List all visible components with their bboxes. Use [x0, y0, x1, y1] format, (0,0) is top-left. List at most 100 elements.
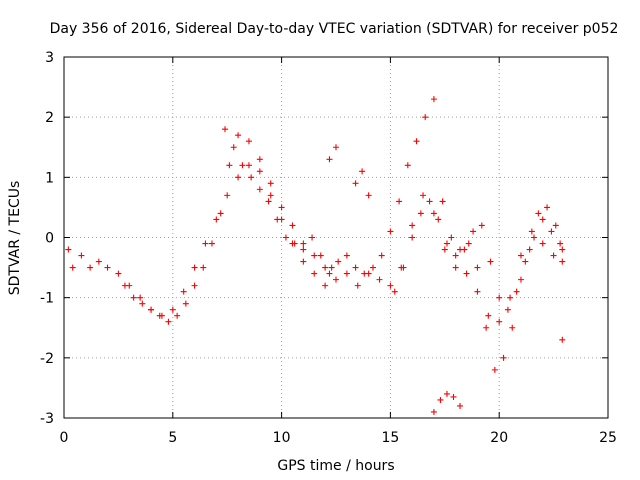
data-point [69, 264, 76, 271]
data-point [139, 300, 146, 307]
data-point [95, 258, 102, 265]
data-point [430, 408, 437, 415]
data-point [333, 276, 339, 283]
data-point [463, 270, 470, 277]
data-point [300, 240, 307, 247]
data-point [274, 216, 281, 223]
grid-lines [64, 57, 608, 418]
data-point [191, 282, 198, 289]
data-point [559, 246, 566, 253]
y-tick-label: -3 [40, 411, 54, 427]
data-point [378, 252, 385, 259]
data-point [169, 306, 176, 313]
data-point [278, 204, 285, 211]
data-point [435, 216, 442, 223]
data-point [448, 234, 455, 241]
series-track-F [326, 144, 566, 415]
data-point [265, 198, 272, 205]
data-point [235, 174, 242, 181]
data-point [470, 228, 477, 235]
data-point [65, 246, 72, 253]
data-point [300, 246, 307, 253]
plot-frame [63, 56, 609, 419]
data-point [557, 240, 564, 247]
data-point [483, 324, 490, 331]
data-point [300, 258, 307, 265]
data-point [500, 354, 507, 361]
data-point [322, 282, 329, 289]
data-point [104, 264, 111, 271]
data-point [504, 306, 511, 313]
data-point [282, 234, 289, 241]
data-point [478, 222, 485, 229]
data-point [387, 282, 394, 289]
data-point [409, 234, 416, 241]
data-point [130, 294, 137, 301]
data-point [526, 246, 533, 253]
data-point [513, 288, 520, 295]
data-point [417, 210, 424, 217]
data-point [507, 294, 514, 301]
data-point [328, 264, 335, 271]
data-point [335, 258, 342, 265]
data-point [359, 168, 366, 175]
data-point [78, 252, 85, 259]
data-point [465, 240, 472, 247]
data-point [343, 270, 350, 277]
data-point [248, 174, 255, 181]
data-point [509, 324, 516, 331]
data-point [343, 252, 350, 259]
series-track-E [391, 198, 564, 313]
data-point [289, 222, 296, 229]
data-point [213, 216, 220, 223]
data-point [517, 252, 524, 259]
data-point [235, 132, 242, 139]
data-point [550, 252, 557, 259]
data-point [430, 96, 437, 103]
data-point [230, 144, 237, 151]
data-point [354, 282, 361, 289]
x-tick-label: 5 [168, 430, 177, 446]
series-track-A [65, 162, 566, 325]
data-point [535, 210, 542, 217]
data-point [137, 294, 144, 301]
x-tick-label: 25 [599, 430, 617, 446]
data-point [491, 366, 498, 373]
data-point [430, 210, 437, 217]
data-point [200, 264, 207, 271]
chart-title: Day 356 of 2016, Sidereal Day-to-day VTE… [50, 21, 619, 37]
y-tick-label: 0 [45, 231, 54, 247]
x-axis-label: GPS time / hours [277, 458, 394, 474]
data-point [517, 276, 524, 283]
data-point [422, 114, 429, 121]
tick-labels: 0 5 10 15 20 25 -3 -2 -1 0 1 2 3 [40, 50, 617, 446]
data-point [539, 240, 546, 247]
data-point [443, 240, 450, 247]
data-point [191, 264, 198, 271]
data-point [239, 162, 246, 169]
data-point [322, 264, 329, 271]
data-point [352, 264, 359, 271]
data-point [457, 402, 464, 409]
data-point [256, 156, 263, 163]
data-point [256, 168, 263, 175]
x-tick-label: 10 [273, 430, 291, 446]
y-tick-label: 2 [45, 110, 54, 126]
data-point [115, 270, 122, 277]
data-point [391, 288, 398, 295]
data-point [452, 264, 459, 271]
data-point [552, 222, 559, 229]
data-point [309, 234, 316, 241]
x-tick-label: 15 [381, 430, 399, 446]
data-point [222, 126, 229, 133]
data-point [333, 144, 339, 151]
data-point [202, 240, 209, 247]
data-point [311, 270, 318, 277]
data-point [420, 192, 427, 199]
data-point [256, 186, 263, 193]
data-point [396, 198, 403, 205]
series-track-B [121, 132, 339, 325]
data-point [87, 264, 94, 271]
data-point [376, 276, 383, 283]
data-point [217, 210, 224, 217]
